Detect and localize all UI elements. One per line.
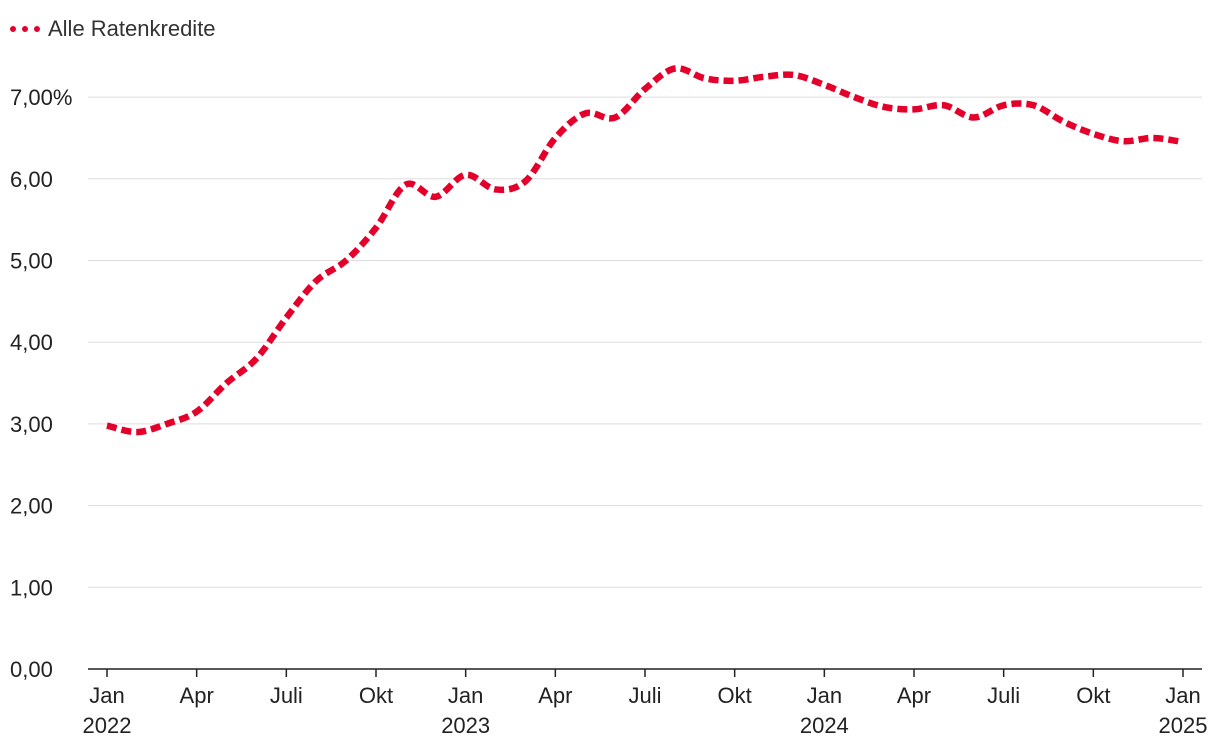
x-tick-label: Jan <box>448 683 483 708</box>
y-tick-label: 1,00 <box>10 575 53 600</box>
y-tick-label: 0,00 <box>10 657 53 682</box>
x-tick-label: Jan <box>1165 683 1200 708</box>
x-tick-label: Apr <box>180 683 214 708</box>
legend-label: Alle Ratenkredite <box>48 16 216 41</box>
x-tick-label: Jan <box>807 683 842 708</box>
y-tick-label: 2,00 <box>10 494 53 519</box>
x-tick-label: Juli <box>628 683 661 708</box>
y-tick-label: 3,00 <box>10 412 53 437</box>
y-tick-label: 7,00% <box>10 85 72 110</box>
y-tick-label: 5,00 <box>10 249 53 274</box>
y-tick-label: 4,00 <box>10 330 53 355</box>
x-tick-label: Okt <box>359 683 393 708</box>
x-tick-year-label: 2023 <box>441 713 490 738</box>
legend-swatch <box>10 26 40 32</box>
x-tick-label: Apr <box>897 683 931 708</box>
x-tick-label: Okt <box>718 683 752 708</box>
x-tick-year-label: 2025 <box>1159 713 1208 738</box>
legend: Alle Ratenkredite <box>10 16 216 42</box>
y-tick-label: 6,00 <box>10 167 53 192</box>
x-tick-year-label: 2024 <box>800 713 849 738</box>
x-tick-label: Apr <box>538 683 572 708</box>
x-tick-year-label: 2022 <box>83 713 132 738</box>
x-tick-label: Juli <box>270 683 303 708</box>
series-line-0 <box>106 65 1184 436</box>
x-tick-label: Okt <box>1076 683 1110 708</box>
x-tick-label: Juli <box>987 683 1020 708</box>
x-tick-label: Jan <box>89 683 124 708</box>
